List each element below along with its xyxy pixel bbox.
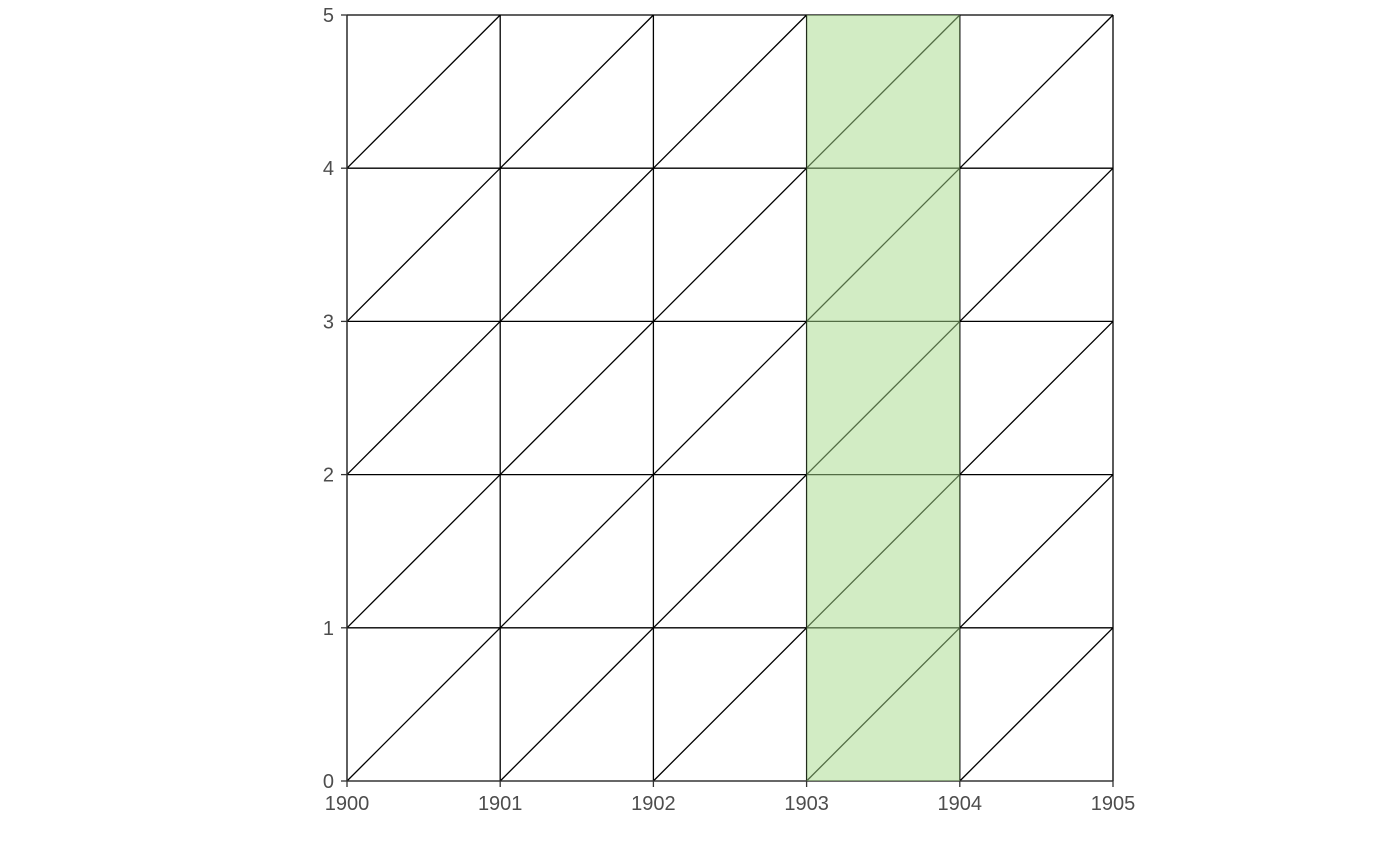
grid-layer [346,14,1114,782]
cell-diagonal [346,14,501,169]
cell-diagonal [346,627,501,782]
axis-layer [341,14,1114,787]
cell-diagonal [346,474,501,629]
x-tick-label: 1904 [938,793,983,815]
x-tick-label: 1903 [784,793,829,815]
cell-diagonal [499,320,654,476]
x-tick-label: 1901 [478,793,523,815]
cell-diagonal [346,320,501,476]
highlight-band [806,15,960,781]
cell-diagonal [959,320,1114,476]
cell-diagonal [652,474,808,629]
cell-diagonal [652,627,808,782]
cell-diagonal [499,14,654,169]
cell-diagonal [499,474,654,629]
x-tick-label: 1902 [631,793,676,815]
y-tick-label: 5 [323,5,334,27]
y-tick-label: 2 [323,465,334,487]
cell-diagonal [959,627,1114,782]
cell-diagonal [346,167,501,322]
cell-diagonal [652,320,808,476]
y-tick-label: 0 [323,771,334,793]
cell-diagonal [959,167,1114,322]
x-tick-label: 1900 [325,793,370,815]
y-tick-label: 3 [323,311,334,333]
y-tick-label: 4 [323,158,334,180]
cell-diagonal [499,627,654,782]
cell-diagonal [652,167,808,322]
cell-diagonal [499,167,654,322]
cell-diagonal [959,474,1114,629]
x-tick-label: 1905 [1091,793,1136,815]
cell-diagonal [652,14,808,169]
cell-diagonal [959,14,1114,169]
y-tick-label: 1 [323,618,334,640]
label-layer: 1900 1901 1902 1903 1904 1905 0 1 2 3 4 5 [323,5,1135,815]
